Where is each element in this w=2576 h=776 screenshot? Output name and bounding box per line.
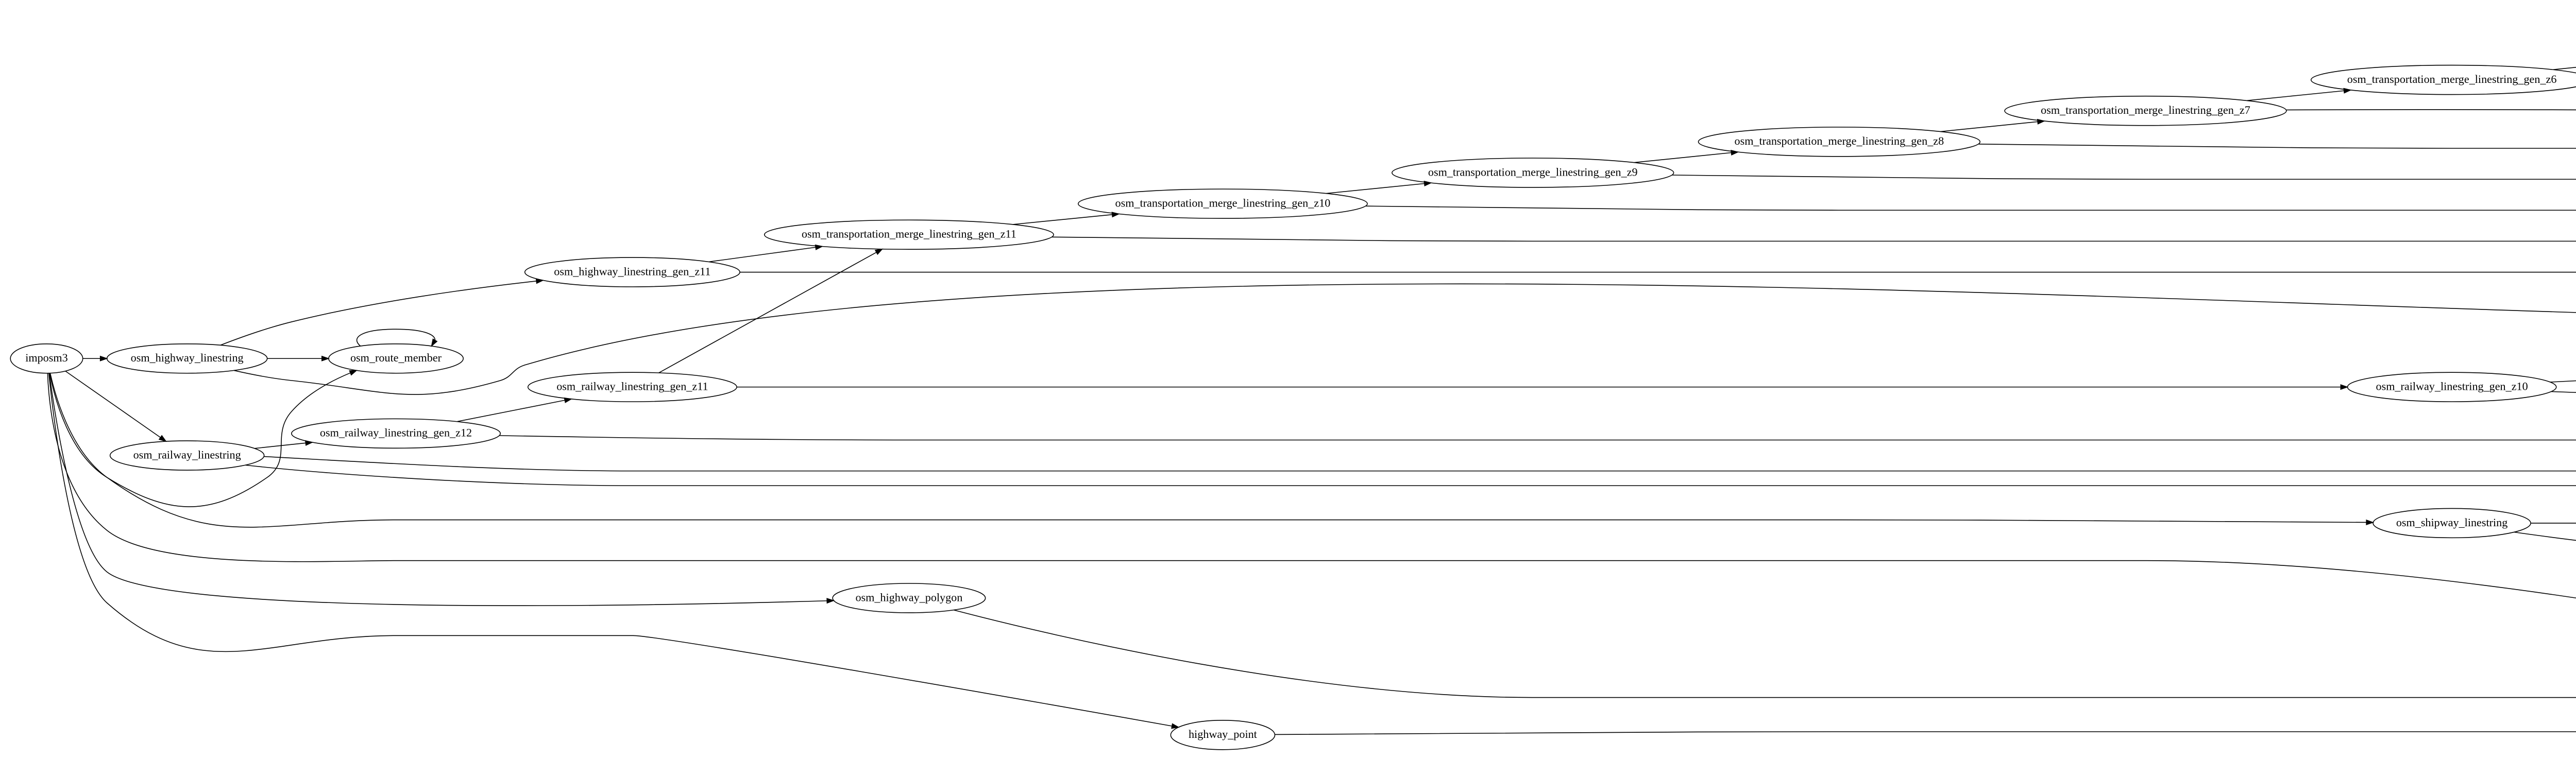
svg-text:highway_point: highway_point — [1189, 728, 1258, 740]
svg-text:osm_highway_polygon: osm_highway_polygon — [855, 591, 962, 603]
svg-text:osm_railway_linestring: osm_railway_linestring — [133, 448, 241, 461]
svg-text:osm_transportation_merge_lines: osm_transportation_merge_linestring_gen_… — [802, 228, 1016, 240]
svg-text:osm_transportation_merge_lines: osm_transportation_merge_linestring_gen_… — [1735, 134, 1944, 147]
svg-text:osm_transportation_merge_lines: osm_transportation_merge_linestring_gen_… — [1115, 196, 1331, 209]
svg-text:osm_railway_linestring_gen_z10: osm_railway_linestring_gen_z10 — [2376, 380, 2528, 392]
svg-text:osm_transportation_merge_lines: osm_transportation_merge_linestring_gen_… — [2347, 73, 2557, 85]
svg-text:imposm3: imposm3 — [25, 351, 67, 364]
svg-text:osm_shipway_linestring: osm_shipway_linestring — [2396, 516, 2507, 529]
svg-text:osm_highway_linestring_gen_z11: osm_highway_linestring_gen_z11 — [554, 265, 710, 278]
svg-text:osm_railway_linestring_gen_z11: osm_railway_linestring_gen_z11 — [556, 380, 708, 392]
svg-text:osm_transportation_merge_lines: osm_transportation_merge_linestring_gen_… — [2041, 104, 2250, 116]
svg-text:osm_highway_linestring: osm_highway_linestring — [131, 351, 244, 364]
svg-text:osm_transportation_merge_lines: osm_transportation_merge_linestring_gen_… — [1428, 165, 1638, 178]
svg-text:osm_railway_linestring_gen_z12: osm_railway_linestring_gen_z12 — [320, 426, 472, 439]
svg-text:osm_route_member: osm_route_member — [350, 351, 442, 364]
